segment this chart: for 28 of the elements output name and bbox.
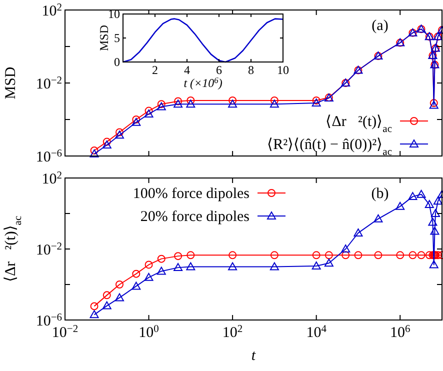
y-axis-title: MSD <box>3 66 19 100</box>
legend-label: 20% force dipoles <box>140 209 250 225</box>
legend-label: 100% force dipoles <box>132 186 250 202</box>
y-tick-label: 10$^{−2}$ <box>36 240 62 258</box>
line-series <box>122 18 284 63</box>
annotation: (a) <box>372 18 388 34</box>
y-tick-label: 10$^{−2}$ <box>36 74 62 92</box>
x-tick-label: 6 <box>216 63 222 77</box>
x-tick-label: 8 <box>248 63 254 77</box>
annotation: (b) <box>371 186 389 202</box>
legend-label: ⟨R²⟩⟨(n̂(t) − n̂(0))²⟩$_{ac}$ <box>267 137 392 158</box>
x-tick-label: 10$^{2}$ <box>222 324 243 341</box>
y-tick-label: 10$^{2}$ <box>42 170 62 188</box>
x-tick-label: 2 <box>152 63 158 77</box>
x-tick-label: 10$^{0}$ <box>138 324 159 341</box>
y-tick-label: 0 <box>114 55 120 70</box>
x-tick-label: 10 <box>277 63 289 77</box>
x-axis-title: t <box>251 348 256 364</box>
x-tick-label: 4 <box>184 63 190 77</box>
y-tick-label: 10 <box>108 7 120 22</box>
y-tick-label: 10$^{2}$ <box>42 2 62 20</box>
x-tick-label: 10$^{4}$ <box>306 324 328 341</box>
legend-label: ⟨Δr⃗²(t)⟩$_{ac}$ <box>326 114 392 134</box>
x-tick-label: 10$^{6}$ <box>390 324 410 341</box>
y-tick-label: 5 <box>114 31 120 46</box>
x-axis-title: t (×10$^{6}$) <box>184 76 222 90</box>
y-tick-label: 10$^{−6}$ <box>36 148 62 166</box>
y-axis-title: MSD <box>97 24 111 52</box>
